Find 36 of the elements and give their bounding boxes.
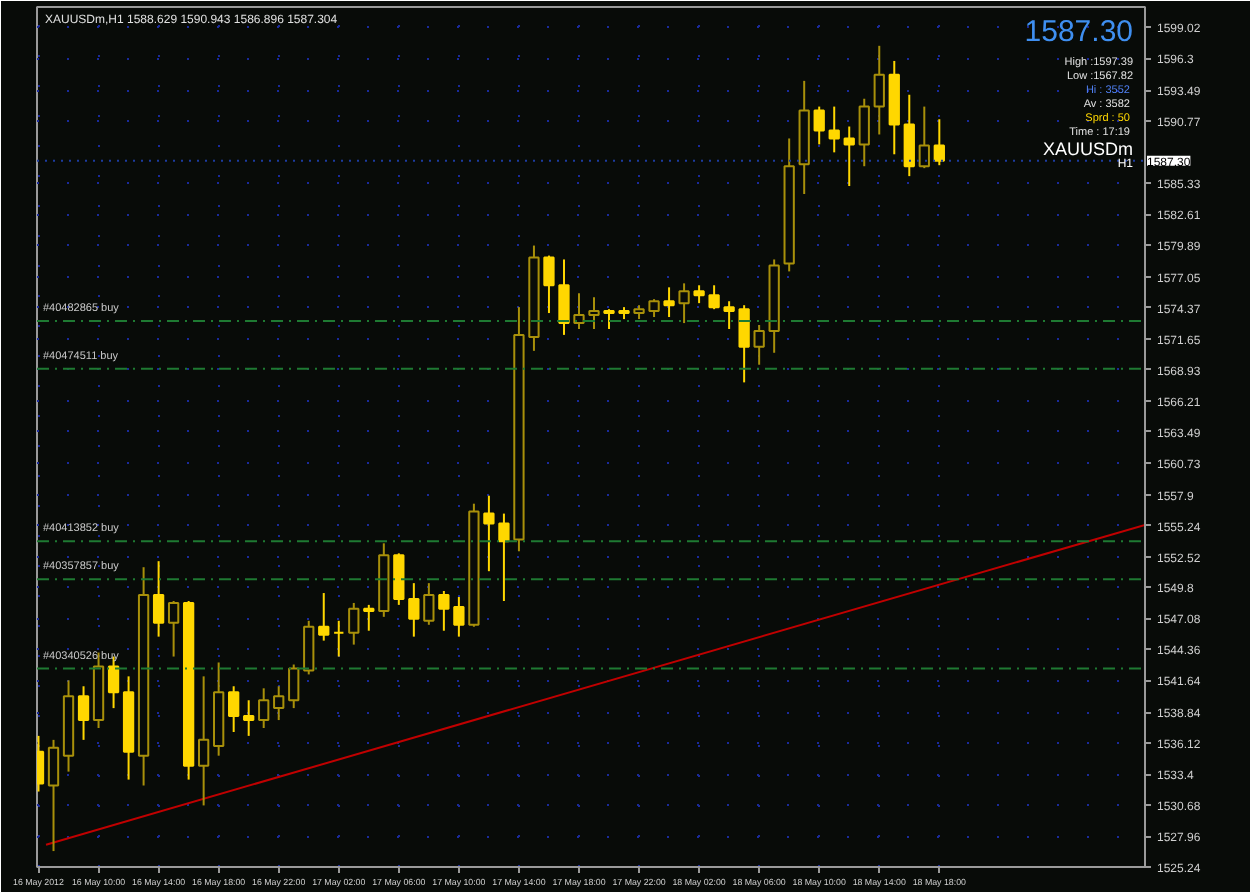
- candlestick: [903, 93, 915, 178]
- candlestick: [588, 296, 600, 330]
- candlestick: [243, 699, 255, 737]
- candlestick: [828, 105, 840, 154]
- annotation: XAUUSDm: [1042, 139, 1134, 159]
- candlestick: [918, 105, 930, 170]
- candlestick: [558, 258, 570, 336]
- candlestick: [753, 324, 765, 366]
- candlestick: [198, 675, 210, 807]
- candlestick: [708, 284, 720, 311]
- candlestick: [167, 600, 180, 658]
- candlestick: [47, 738, 60, 853]
- candlestick: [573, 292, 585, 330]
- candlestick: [873, 44, 885, 136]
- candlestick: [228, 685, 240, 734]
- annotation: 1587.30: [1024, 15, 1134, 49]
- candlestick: [258, 687, 270, 730]
- candlestick: [408, 582, 420, 638]
- candlestick: [813, 105, 825, 146]
- candlestick: [393, 552, 405, 606]
- candlestick: [273, 685, 285, 722]
- candlestick: [933, 118, 945, 167]
- candlestick: [288, 663, 300, 710]
- candlestick: [318, 592, 330, 642]
- candlestick: [423, 582, 435, 626]
- candlestick: [663, 286, 675, 319]
- candlestick: [303, 619, 315, 676]
- candlestick: [678, 282, 690, 325]
- candlestick: [543, 254, 555, 315]
- candlestick: [77, 685, 90, 741]
- candlestick: [348, 601, 360, 646]
- candlestick: [843, 125, 855, 188]
- candlestick: [333, 619, 345, 658]
- candlestick: [858, 97, 870, 168]
- candlestick: [363, 603, 375, 632]
- candlestick: [152, 560, 165, 638]
